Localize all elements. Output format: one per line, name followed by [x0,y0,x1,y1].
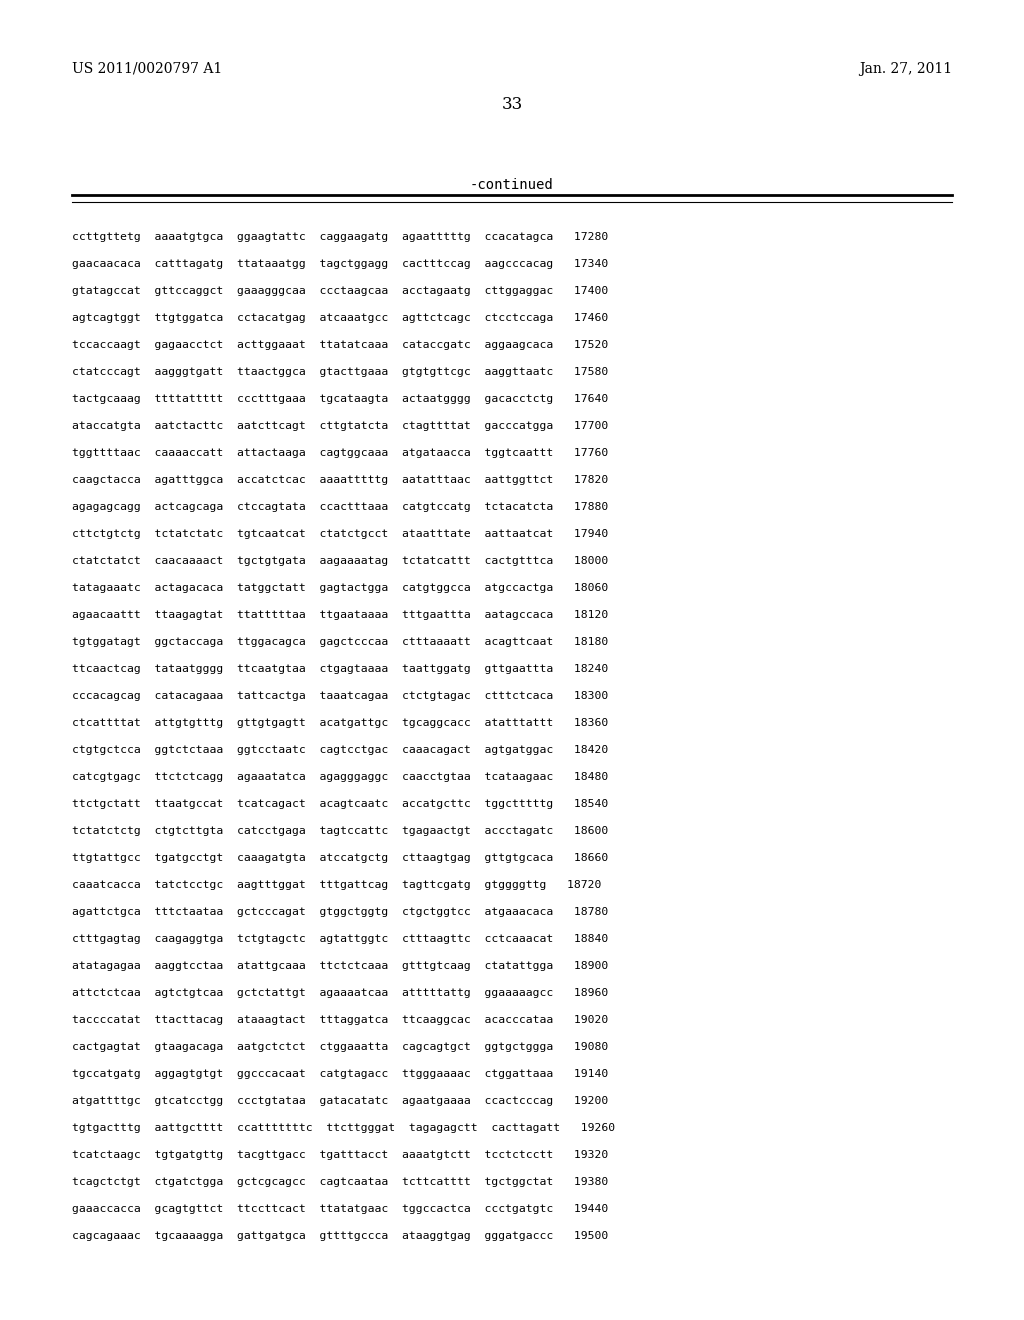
Text: attctctcaa  agtctgtcaa  gctctattgt  agaaaatcaa  atttttattg  ggaaaaagcc   18960: attctctcaa agtctgtcaa gctctattgt agaaaat… [72,987,608,998]
Text: ctatcccagt  aagggtgatt  ttaactggca  gtacttgaaa  gtgtgttcgc  aaggttaatc   17580: ctatcccagt aagggtgatt ttaactggca gtacttg… [72,367,608,378]
Text: ctttgagtag  caagaggtga  tctgtagctc  agtattggtc  ctttaagttc  cctcaaacat   18840: ctttgagtag caagaggtga tctgtagctc agtattg… [72,935,608,944]
Text: -continued: -continued [470,178,554,191]
Text: atatagagaa  aaggtcctaa  atattgcaaa  ttctctcaaa  gtttgtcaag  ctatattgga   18900: atatagagaa aaggtcctaa atattgcaaa ttctctc… [72,961,608,972]
Text: taccccatat  ttacttacag  ataaagtact  tttaggatca  ttcaaggcac  acacccataa   19020: taccccatat ttacttacag ataaagtact tttagga… [72,1015,608,1026]
Text: caaatcacca  tatctcctgc  aagtttggat  tttgattcag  tagttcgatg  gtggggttg   18720: caaatcacca tatctcctgc aagtttggat tttgatt… [72,880,601,890]
Text: atgattttgc  gtcatcctgg  ccctgtataa  gatacatatc  agaatgaaaa  ccactcccag   19200: atgattttgc gtcatcctgg ccctgtataa gatacat… [72,1096,608,1106]
Text: agagagcagg  actcagcaga  ctccagtata  ccactttaaa  catgtccatg  tctacatcta   17880: agagagcagg actcagcaga ctccagtata ccacttt… [72,502,608,512]
Text: ataccatgta  aatctacttc  aatcttcagt  cttgtatcta  ctagttttat  gacccatgga   17700: ataccatgta aatctacttc aatcttcagt cttgtat… [72,421,608,432]
Text: US 2011/0020797 A1: US 2011/0020797 A1 [72,62,222,77]
Text: ttctgctatt  ttaatgccat  tcatcagact  acagtcaatc  accatgcttc  tggctttttg   18540: ttctgctatt ttaatgccat tcatcagact acagtca… [72,799,608,809]
Text: cactgagtat  gtaagacaga  aatgctctct  ctggaaatta  cagcagtgct  ggtgctggga   19080: cactgagtat gtaagacaga aatgctctct ctggaaa… [72,1041,608,1052]
Text: tgccatgatg  aggagtgtgt  ggcccacaat  catgtagacc  ttgggaaaac  ctggattaaa   19140: tgccatgatg aggagtgtgt ggcccacaat catgtag… [72,1069,608,1078]
Text: gaaaccacca  gcagtgttct  ttccttcact  ttatatgaac  tggccactca  ccctgatgtc   19440: gaaaccacca gcagtgttct ttccttcact ttatatg… [72,1204,608,1214]
Text: tgtgactttg  aattgctttt  ccatttttttc  ttcttgggat  tagagagctt  cacttagatt   19260: tgtgactttg aattgctttt ccatttttttc ttcttg… [72,1123,615,1133]
Text: ttcaactcag  tataatgggg  ttcaatgtaa  ctgagtaaaa  taattggatg  gttgaattta   18240: ttcaactcag tataatgggg ttcaatgtaa ctgagta… [72,664,608,675]
Text: cagcagaaac  tgcaaaagga  gattgatgca  gttttgccca  ataaggtgag  gggatgaccc   19500: cagcagaaac tgcaaaagga gattgatgca gttttgc… [72,1232,608,1241]
Text: tccaccaagt  gagaacctct  acttggaaat  ttatatcaaa  cataccgatc  aggaagcaca   17520: tccaccaagt gagaacctct acttggaaat ttatatc… [72,341,608,350]
Text: ccttgttetg  aaaatgtgca  ggaagtattc  caggaagatg  agaatttttg  ccacatagca   17280: ccttgttetg aaaatgtgca ggaagtattc caggaag… [72,232,608,242]
Text: ctcattttat  attgtgtttg  gttgtgagtt  acatgattgc  tgcaggcacc  atatttattt   18360: ctcattttat attgtgtttg gttgtgagtt acatgat… [72,718,608,729]
Text: cccacagcag  catacagaaa  tattcactga  taaatcagaa  ctctgtagac  ctttctcaca   18300: cccacagcag catacagaaa tattcactga taaatca… [72,690,608,701]
Text: agaacaattt  ttaagagtat  ttatttttaa  ttgaataaaa  tttgaattta  aatagccaca   18120: agaacaattt ttaagagtat ttatttttaa ttgaata… [72,610,608,620]
Text: ctatctatct  caacaaaact  tgctgtgata  aagaaaatag  tctatcattt  cactgtttca   18000: ctatctatct caacaaaact tgctgtgata aagaaaa… [72,556,608,566]
Text: tgtggatagt  ggctaccaga  ttggacagca  gagctcccaa  ctttaaaatt  acagttcaat   18180: tgtggatagt ggctaccaga ttggacagca gagctcc… [72,638,608,647]
Text: tcatctaagc  tgtgatgttg  tacgttgacc  tgatttacct  aaaatgtctt  tcctctcctt   19320: tcatctaagc tgtgatgttg tacgttgacc tgattta… [72,1150,608,1160]
Text: Jan. 27, 2011: Jan. 27, 2011 [859,62,952,77]
Text: ttgtattgcc  tgatgcctgt  caaagatgta  atccatgctg  cttaagtgag  gttgtgcaca   18660: ttgtattgcc tgatgcctgt caaagatgta atccatg… [72,853,608,863]
Text: agtcagtggt  ttgtggatca  cctacatgag  atcaaatgcc  agttctcagc  ctcctccaga   17460: agtcagtggt ttgtggatca cctacatgag atcaaat… [72,313,608,323]
Text: tcagctctgt  ctgatctgga  gctcgcagcc  cagtcaataa  tcttcatttt  tgctggctat   19380: tcagctctgt ctgatctgga gctcgcagcc cagtcaa… [72,1177,608,1187]
Text: caagctacca  agatttggca  accatctcac  aaaatttttg  aatatttaac  aattggttct   17820: caagctacca agatttggca accatctcac aaaattt… [72,475,608,484]
Text: tactgcaaag  ttttattttt  ccctttgaaa  tgcataagta  actaatgggg  gacacctctg   17640: tactgcaaag ttttattttt ccctttgaaa tgcataa… [72,393,608,404]
Text: tatagaaatc  actagacaca  tatggctatt  gagtactgga  catgtggcca  atgccactga   18060: tatagaaatc actagacaca tatggctatt gagtact… [72,583,608,593]
Text: gtatagccat  gttccaggct  gaaagggcaa  ccctaagcaa  acctagaatg  cttggaggac   17400: gtatagccat gttccaggct gaaagggcaa ccctaag… [72,286,608,296]
Text: ctgtgctcca  ggtctctaaa  ggtcctaatc  cagtcctgac  caaacagact  agtgatggac   18420: ctgtgctcca ggtctctaaa ggtcctaatc cagtcct… [72,744,608,755]
Text: tggttttaac  caaaaccatt  attactaaga  cagtggcaaa  atgataacca  tggtcaattt   17760: tggttttaac caaaaccatt attactaaga cagtggc… [72,447,608,458]
Text: catcgtgagc  ttctctcagg  agaaatatca  agagggaggc  caacctgtaa  tcataagaac   18480: catcgtgagc ttctctcagg agaaatatca agaggga… [72,772,608,781]
Text: agattctgca  tttctaataa  gctcccagat  gtggctggtg  ctgctggtcc  atgaaacaca   18780: agattctgca tttctaataa gctcccagat gtggctg… [72,907,608,917]
Text: 33: 33 [502,96,522,114]
Text: tctatctctg  ctgtcttgta  catcctgaga  tagtccattc  tgagaactgt  accctagatc   18600: tctatctctg ctgtcttgta catcctgaga tagtcca… [72,826,608,836]
Text: cttctgtctg  tctatctatc  tgtcaatcat  ctatctgcct  ataatttate  aattaatcat   17940: cttctgtctg tctatctatc tgtcaatcat ctatctg… [72,529,608,539]
Text: gaacaacaca  catttagatg  ttataaatgg  tagctggagg  cactttccag  aagcccacag   17340: gaacaacaca catttagatg ttataaatgg tagctgg… [72,259,608,269]
